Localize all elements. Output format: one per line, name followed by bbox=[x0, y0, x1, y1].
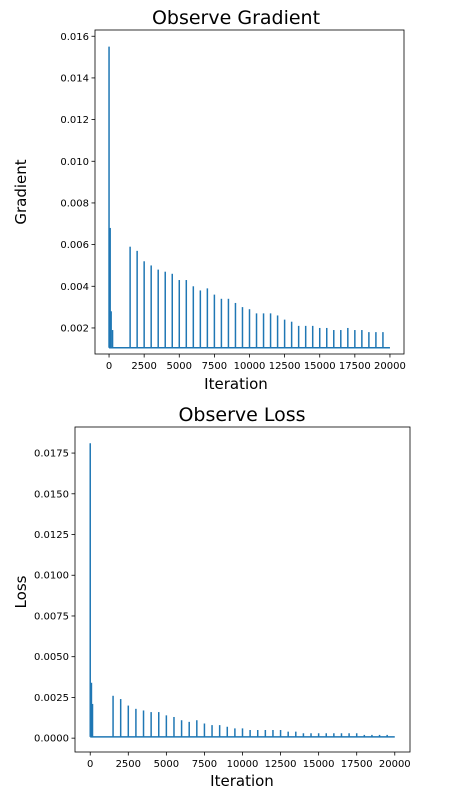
y-tick-label: 0.002 bbox=[60, 323, 89, 334]
x-ticks: 0 2500 5000 7500 10000 12500 15000 17500 20000 bbox=[106, 354, 406, 372]
chart-loss: Observe Loss 0 2500 5000 7500 10000 12500 1500… bbox=[12, 404, 411, 790]
x-tick-label: 20000 bbox=[379, 759, 411, 770]
x-axis-label: Iteration bbox=[204, 375, 268, 393]
y-tick-label: 0.0100 bbox=[34, 571, 69, 582]
y-tick-label: 0.016 bbox=[60, 32, 89, 43]
x-tick-label: 15000 bbox=[304, 361, 336, 372]
x-tick-label: 2500 bbox=[131, 361, 156, 372]
y-tick-label: 0.012 bbox=[60, 115, 89, 126]
x-tick-label: 17500 bbox=[341, 759, 373, 770]
y-tick-label: 0.008 bbox=[60, 198, 89, 209]
series-gradient bbox=[109, 47, 390, 348]
y-tick-label: 0.010 bbox=[60, 157, 89, 168]
x-tick-label: 20000 bbox=[374, 361, 406, 372]
x-ticks: 0 2500 5000 7500 10000 12500 15000 17500 20000 bbox=[87, 752, 411, 770]
y-tick-label: 0.0150 bbox=[34, 489, 69, 500]
y-axis-label: Loss bbox=[12, 575, 30, 608]
y-tick-label: 0.0125 bbox=[34, 530, 69, 541]
y-tick-label: 0.004 bbox=[60, 282, 89, 293]
x-axis-label: Iteration bbox=[210, 772, 274, 790]
x-tick-label: 0 bbox=[106, 361, 112, 372]
y-tick-label: 0.0075 bbox=[34, 611, 69, 622]
x-tick-label: 12500 bbox=[265, 759, 297, 770]
x-tick-label: 5000 bbox=[167, 361, 192, 372]
x-tick-label: 17500 bbox=[339, 361, 371, 372]
y-axis-label: Gradient bbox=[12, 159, 30, 224]
y-tick-label: 0.0175 bbox=[34, 449, 69, 460]
x-tick-label: 0 bbox=[87, 759, 93, 770]
y-tick-label: 0.006 bbox=[60, 240, 89, 251]
x-tick-label: 7500 bbox=[202, 361, 227, 372]
plot-frame bbox=[75, 427, 410, 752]
series-loss bbox=[90, 443, 395, 737]
y-ticks: 0.002 0.004 0.006 0.008 0.010 0.012 0.014 0.016 bbox=[60, 32, 95, 335]
y-ticks: 0.0000 0.0025 0.0050 0.0075 0.0100 0.0125 0.01… bbox=[34, 449, 75, 745]
y-tick-label: 0.0050 bbox=[34, 652, 69, 663]
y-tick-label: 0.0025 bbox=[34, 693, 69, 704]
y-tick-label: 0.0000 bbox=[34, 734, 69, 745]
y-tick-label: 0.014 bbox=[60, 73, 89, 84]
x-tick-label: 10000 bbox=[227, 759, 259, 770]
x-tick-label: 10000 bbox=[234, 361, 266, 372]
x-tick-label: 2500 bbox=[116, 759, 141, 770]
chart-title: Observe Gradient bbox=[152, 7, 320, 29]
chart-gradient: Observe Gradient 0 2500 5000 7500 10000 12500… bbox=[12, 7, 406, 393]
plot-frame bbox=[95, 30, 404, 354]
x-tick-label: 5000 bbox=[154, 759, 179, 770]
x-tick-label: 7500 bbox=[192, 759, 217, 770]
chart-title: Observe Loss bbox=[178, 404, 305, 426]
x-tick-label: 12500 bbox=[269, 361, 301, 372]
x-tick-label: 15000 bbox=[303, 759, 335, 770]
